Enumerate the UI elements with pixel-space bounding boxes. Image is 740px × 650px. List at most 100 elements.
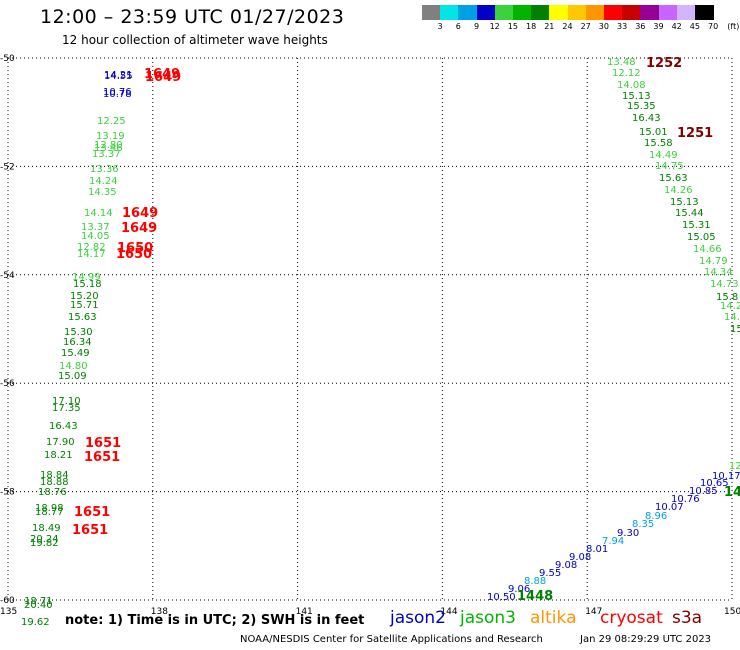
wave-height-label: 14.66: [693, 244, 722, 255]
pass-time-label: 1649: [121, 221, 158, 236]
wave-height-label: 15.18: [73, 279, 102, 290]
wave-height-label: 12.12: [612, 68, 641, 79]
credit-line: NOAA/NESDIS Center for Satellite Applica…: [240, 634, 543, 645]
lat-tick-label: -60: [0, 596, 15, 606]
wave-height-label: 10.17: [712, 471, 740, 482]
wave-height-label: 10.76: [103, 87, 132, 98]
wave-height-label: 18.98: [35, 503, 64, 514]
wave-height-label: 18.88: [40, 477, 69, 488]
wave-height-label: 12.80: [94, 140, 123, 151]
lon-tick-label: 147: [585, 607, 602, 617]
wave-height-label: 9.06: [508, 584, 531, 595]
pass-time-label: 1651: [84, 450, 121, 465]
wave-height-label: 15.20: [70, 291, 99, 302]
wave-height-label: 10.78: [103, 89, 132, 100]
wave-height-label: 15.63: [659, 173, 688, 184]
wave-height-label: 15.71: [70, 300, 99, 311]
wave-height-label: 10.50: [487, 592, 516, 603]
wave-height-label: 18.49: [32, 523, 61, 534]
lat-tick-label: -50: [0, 54, 15, 64]
wave-height-label: 20.40: [24, 600, 53, 611]
wave-height-label: 18.77: [35, 507, 64, 518]
wave-height-label: 16.43: [49, 421, 78, 432]
wave-height-label: 8.01: [586, 544, 609, 555]
wave-height-label: 13.37: [92, 149, 121, 160]
wave-height-label: 14.14: [84, 208, 113, 219]
wave-height-label: 14.73: [710, 279, 739, 290]
pass-time-label: 1448: [517, 589, 554, 604]
chart-subtitle: 12 hour collection of altimeter wave hei…: [62, 33, 328, 47]
colorbar-label: 9: [473, 22, 480, 31]
wave-height-label: 14.2: [720, 301, 740, 312]
wave-height-label: 14.35: [88, 187, 117, 198]
wave-height-label: 12: [729, 461, 740, 472]
wave-height-label: 10.85: [689, 486, 718, 497]
colorbar-unit: (ft): [727, 22, 740, 31]
lat-tick-label: -54: [0, 271, 15, 281]
colorbar-swatch: [658, 5, 678, 20]
wave-height-label: 15.8: [716, 292, 739, 303]
wave-height-label: 14.34: [704, 267, 733, 278]
pass-time-label: 1651: [72, 523, 109, 538]
pass-time-label: 1651: [85, 436, 122, 451]
pass-time-label: 1650: [116, 247, 153, 262]
wave-height-label: 8.96: [645, 511, 668, 522]
colorbar-swatch: [549, 5, 569, 20]
footnote: note: 1) Time is in UTC; 2) SWH is in fe…: [65, 613, 365, 628]
wave-height-label: 15.01: [639, 127, 668, 138]
wave-height-label: 15.30: [64, 327, 93, 338]
wave-height-label: 14.55: [104, 71, 133, 82]
lat-tick-label: -58: [0, 488, 15, 498]
wave-height-label: 13.37: [81, 222, 110, 233]
colorbar-label: 21: [544, 22, 555, 31]
colorbar-swatch: [531, 5, 550, 20]
wave-height-label: 15.09: [58, 371, 87, 382]
colorbar-label: 42: [671, 22, 682, 31]
lon-tick-label: 144: [440, 607, 457, 617]
colorbar-swatch: [622, 5, 641, 20]
satellite-legend-item: jason3: [460, 608, 516, 628]
lon-tick-label: 150: [724, 607, 740, 617]
lat-tick-label: -56: [0, 379, 15, 389]
satellite-legend-item: cryosat: [600, 608, 663, 628]
colorbar-swatch: [585, 5, 605, 20]
wave-height-label: 14.26: [664, 185, 693, 196]
colorbar-swatch: [494, 5, 514, 20]
wave-height-label: 10.76: [671, 494, 700, 505]
chart-title: 12:00 – 23:59 UTC 01/27/2023: [40, 6, 345, 28]
pass-time-label: 1650: [117, 241, 154, 256]
colorbar-swatch: [640, 5, 660, 20]
lon-tick-label: 141: [296, 607, 313, 617]
wave-height-label: 15.63: [68, 312, 97, 323]
wave-height-label: 9.08: [555, 560, 578, 571]
wave-height-label: 12.82: [77, 242, 106, 253]
colorbar-swatch: [458, 5, 478, 20]
wave-height-label: 8.35: [632, 519, 655, 530]
colorbar-label: 36: [635, 22, 646, 31]
lon-tick-label: 138: [151, 607, 168, 617]
wave-height-label: 10.65: [700, 478, 729, 489]
colorbar-label: 30: [598, 22, 609, 31]
wave-height-label: 7.94: [602, 536, 625, 547]
wave-height-label: 13.36: [90, 164, 119, 175]
wave-height-label: 15.49: [61, 348, 90, 359]
wave-height-label: 12.25: [97, 116, 126, 127]
pass-time-label: 1651: [74, 505, 111, 520]
wave-height-label: 13.48: [607, 57, 636, 68]
colorbar-label: 45: [689, 22, 700, 31]
colorbar-label: 70: [708, 22, 719, 31]
pass-time-label: 1649: [144, 67, 181, 82]
colorbar-swatch: [604, 5, 623, 20]
wave-height-label: 14.24: [89, 176, 118, 187]
wave-height-label: 17.35: [52, 403, 81, 414]
wave-height-label: 14.79: [699, 256, 728, 267]
wave-height-label: 16.34: [63, 337, 92, 348]
pass-time-label: 14: [724, 485, 740, 500]
wave-height-label: 19.82: [30, 538, 59, 549]
wave-height-label: 14.21: [104, 70, 133, 81]
wave-height-label: 15.13: [622, 91, 651, 102]
pass-time-label: 1252: [646, 56, 683, 71]
wave-height-label: 18.76: [38, 487, 67, 498]
colorbar-swatch: [695, 5, 714, 20]
